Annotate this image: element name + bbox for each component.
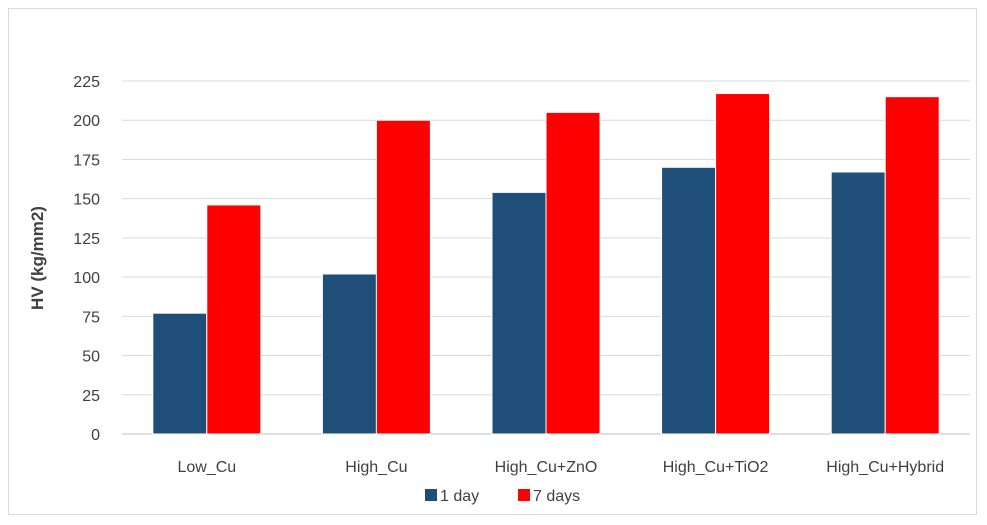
y-axis-ticks: 0 25 50 75 100 125 150 175 200 225 — [73, 74, 100, 444]
x-tick-label: High_Cu+TiO2 — [663, 459, 769, 476]
y-tick-label: 225 — [73, 74, 100, 91]
legend-swatch — [425, 489, 437, 501]
legend-label: 1 day — [440, 488, 479, 505]
bar-one-day — [491, 191, 547, 435]
bars — [152, 93, 940, 435]
bar-one-day — [152, 312, 208, 435]
y-axis-label: HV (kg/mm2) — [28, 206, 47, 310]
y-tick-label: 25 — [82, 388, 100, 405]
x-tick-label: High_Cu+Hybrid — [826, 459, 944, 476]
legend-label: 7 days — [533, 488, 580, 505]
y-tick-label: 0 — [91, 427, 100, 444]
x-axis-ticks: Low_Cu High_Cu High_Cu+ZnO High_Cu+TiO2 High… — [177, 459, 944, 476]
y-tick-label: 125 — [73, 231, 100, 248]
bar-seven-days — [884, 96, 940, 435]
bar-seven-days — [375, 119, 431, 435]
bar-seven-days — [715, 93, 771, 435]
bar-one-day — [661, 166, 717, 435]
y-tick-label: 50 — [82, 349, 100, 366]
x-tick-label: High_Cu+ZnO — [495, 459, 598, 476]
legend-swatch — [518, 489, 530, 501]
bar-seven-days — [206, 204, 262, 435]
y-tick-label: 75 — [82, 309, 100, 326]
y-tick-label: 150 — [73, 192, 100, 209]
bar-one-day — [321, 273, 377, 435]
bar-one-day — [830, 171, 886, 435]
bar-seven-days — [545, 111, 601, 435]
y-tick-label: 100 — [73, 270, 100, 287]
y-tick-label: 175 — [73, 152, 100, 169]
x-tick-label: Low_Cu — [177, 459, 236, 476]
y-tick-label: 200 — [73, 113, 100, 130]
legend: 1 day 7 days — [425, 488, 580, 505]
x-tick-label: High_Cu — [345, 459, 407, 476]
